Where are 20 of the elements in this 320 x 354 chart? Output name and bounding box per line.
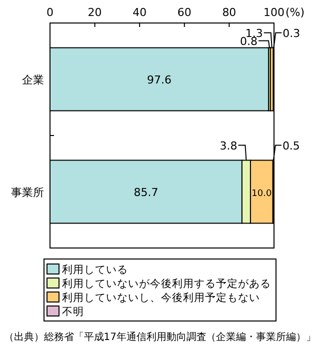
- legend-label: 利用していないし、今後利用予定もない: [62, 291, 260, 304]
- data-label: 85.7: [134, 186, 158, 199]
- data-label: 3.8: [220, 139, 238, 152]
- data-label: 10.0: [252, 188, 272, 199]
- x-tick-label: 100: [264, 6, 284, 19]
- x-tick-label: 0: [46, 6, 54, 19]
- text: （出典）総務省「平成17年通信利用動向調査（企業編・事業所編）」: [4, 331, 317, 343]
- legend-label: 利用していないが今後利用する予定がある: [62, 277, 271, 290]
- x-tick-label: 60: [177, 6, 192, 19]
- data-label: 97.6: [147, 73, 172, 86]
- legend-label: 利用している: [62, 263, 128, 276]
- x-axis-title: (%): [286, 6, 305, 19]
- y-tick-label: 企業: [22, 73, 44, 86]
- x-tick-label: 20: [88, 6, 102, 19]
- x-tick-label: 40: [132, 6, 147, 19]
- x-tick-label: 80: [222, 6, 236, 19]
- legend-label: 不明: [62, 306, 84, 318]
- y-tick-label: 事業所: [11, 186, 44, 199]
- data-label: 0.3: [282, 26, 300, 40]
- data-label: 0.5: [282, 139, 300, 152]
